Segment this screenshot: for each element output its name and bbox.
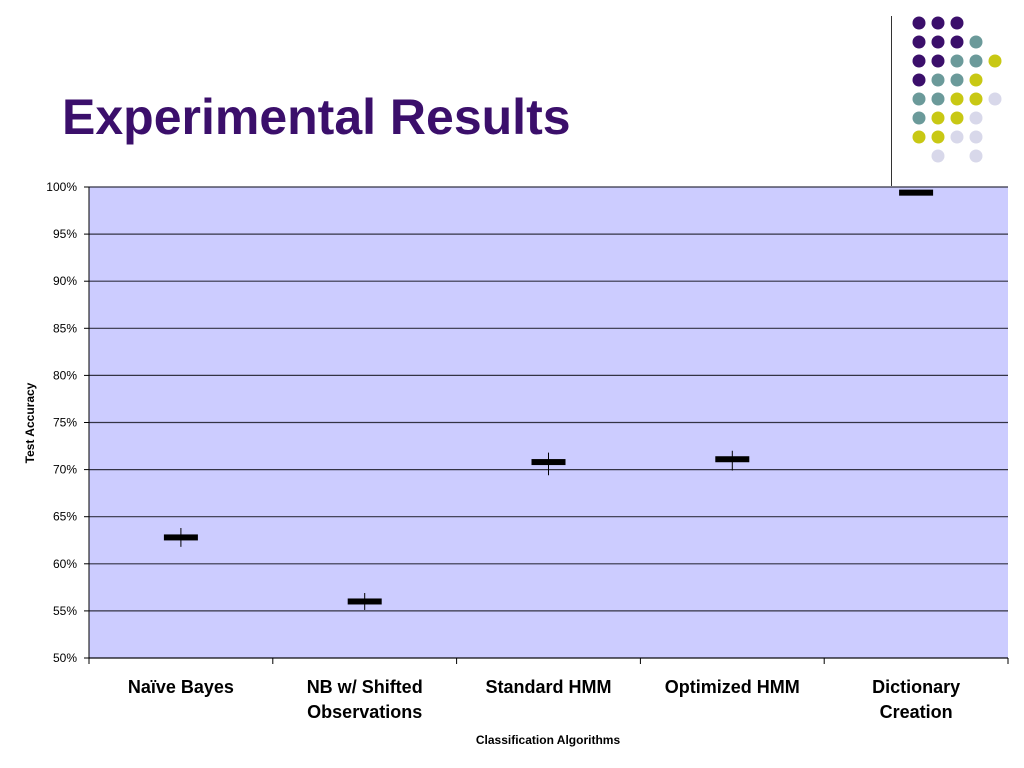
decorative-dot xyxy=(950,92,964,106)
x-axis-title: Classification Algorithms xyxy=(476,733,621,747)
x-category-label: Optimized HMM xyxy=(665,677,800,697)
y-tick-label: 75% xyxy=(53,416,77,430)
decorative-dot xyxy=(950,54,964,68)
decorative-dot xyxy=(912,111,926,125)
decorative-dot xyxy=(931,35,945,49)
title-divider xyxy=(891,16,892,186)
y-tick-label: 95% xyxy=(53,227,77,241)
decorative-dot xyxy=(931,54,945,68)
y-tick-label: 80% xyxy=(53,368,77,382)
mean-marker xyxy=(163,534,198,541)
y-tick-label: 55% xyxy=(53,604,77,618)
y-tick-label: 70% xyxy=(53,463,77,477)
y-tick-label: 60% xyxy=(53,557,77,571)
decorative-dot xyxy=(931,92,945,106)
mean-marker xyxy=(347,598,382,605)
slide-title: Experimental Results xyxy=(62,89,571,145)
y-tick-label: 65% xyxy=(53,510,77,524)
decorative-dot xyxy=(969,130,983,144)
data-marks xyxy=(163,189,934,610)
decorative-dot xyxy=(969,54,983,68)
decorative-dot xyxy=(950,16,964,30)
decorative-dot xyxy=(912,73,926,87)
decorative-dot xyxy=(912,92,926,106)
decorative-dot xyxy=(969,149,983,163)
decorative-dot xyxy=(931,16,945,30)
y-tick-label: 100% xyxy=(46,180,77,194)
decorative-dot xyxy=(912,54,926,68)
y-axis-ticks: 50% 55% 60% 65% 70% 75% 80% 85% 90% 95% 100% xyxy=(46,180,89,665)
mean-marker xyxy=(715,456,750,463)
x-axis: Naïve Bayes NB w/ Shifted Observations Stan… xyxy=(88,187,1009,722)
decorative-dot xyxy=(969,35,983,49)
y-tick-label: 85% xyxy=(53,321,77,335)
decorative-dot xyxy=(988,92,1002,106)
decorative-dot xyxy=(969,73,983,87)
decorative-dot xyxy=(950,73,964,87)
y-axis-title: Test Accuracy xyxy=(23,382,37,463)
decorative-dot xyxy=(950,111,964,125)
decorative-dot xyxy=(912,35,926,49)
decorative-dot xyxy=(988,54,1002,68)
y-tick-label: 90% xyxy=(53,274,77,288)
x-category-label: NB w/ Shifted Observations xyxy=(307,677,423,722)
decorative-dot xyxy=(950,35,964,49)
gridlines xyxy=(89,186,1008,659)
mean-marker xyxy=(531,459,566,466)
decorative-dot xyxy=(969,92,983,106)
x-category-label: Naïve Bayes xyxy=(128,677,234,697)
decorative-dot xyxy=(931,130,945,144)
decorative-dot xyxy=(912,16,926,30)
x-category-label: Standard HMM xyxy=(486,677,612,697)
decorative-dot xyxy=(969,111,983,125)
decorative-dot xyxy=(950,130,964,144)
decorative-dot xyxy=(931,111,945,125)
decorative-dot-grid xyxy=(912,16,1002,163)
y-tick-label: 50% xyxy=(53,651,77,665)
decorative-dot xyxy=(931,73,945,87)
mean-marker xyxy=(899,189,934,196)
decorative-dot xyxy=(931,149,945,163)
decorative-dot xyxy=(912,130,926,144)
x-category-label: Dictionary Creation xyxy=(872,677,960,722)
